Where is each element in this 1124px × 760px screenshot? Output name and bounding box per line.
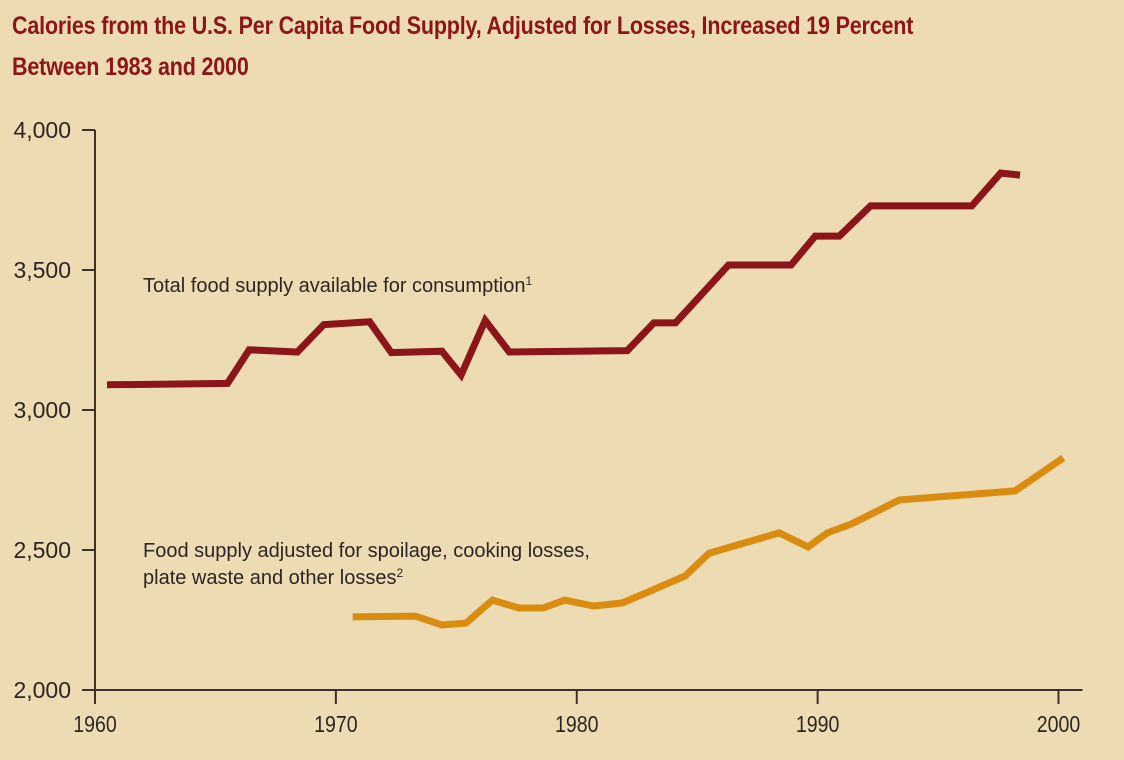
chart-title: Calories from the U.S. Per Capita Food S… (12, 6, 958, 88)
series-1-label-text: Total food supply available for consumpt… (143, 275, 525, 297)
chart-title-line-2: Between 1983 and 2000 (12, 53, 249, 81)
series-layer (106, 169, 1066, 629)
y-tick-label: 2,500 (13, 537, 71, 563)
x-tick-label: 1960 (73, 712, 117, 738)
y-tick-label: 4,000 (13, 117, 71, 143)
y-ticks: 2,000 2,500 3,000 3,500 4,000 (13, 117, 95, 703)
series-2-label-line-1: Food supply adjusted for spoilage, cooki… (143, 540, 590, 562)
chart-title-line-1: Calories from the U.S. Per Capita Food S… (12, 12, 914, 40)
y-tick-label: 2,000 (13, 677, 71, 703)
series-2-footnote: 2 (397, 566, 404, 580)
series-line-2 (352, 455, 1066, 629)
x-tick-label: 1980 (555, 712, 599, 738)
series-2-label-text: plate waste and other losses (143, 567, 397, 589)
series-2-label-line-2: plate waste and other losses2 (143, 566, 404, 589)
x-ticks: 1960 1970 1980 1990 2000 (73, 690, 1080, 737)
x-tick-label: 1990 (796, 712, 840, 738)
series-1-footnote: 1 (525, 274, 532, 288)
annotations: Total food supply available for consumpt… (143, 274, 590, 589)
series-1-label: Total food supply available for consumpt… (143, 274, 532, 297)
x-tick-label: 2000 (1037, 712, 1081, 738)
axes (83, 130, 1083, 702)
x-tick-label: 1970 (314, 712, 358, 738)
y-tick-label: 3,000 (13, 397, 71, 423)
y-tick-label: 3,500 (13, 257, 71, 283)
series-line-1 (106, 169, 1021, 389)
